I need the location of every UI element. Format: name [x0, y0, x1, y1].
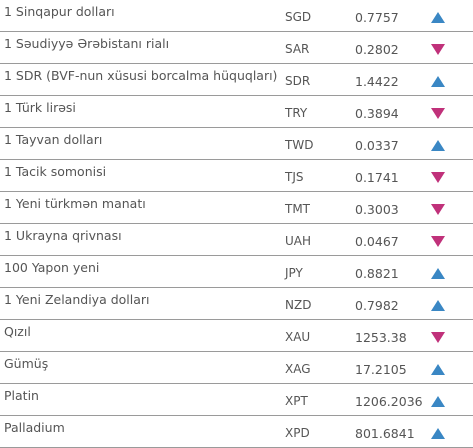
exchange-rate: 801.6841 — [355, 426, 415, 441]
exchange-rate: 0.7757 — [355, 10, 399, 25]
currency-code: XAU — [285, 330, 311, 344]
arrow-up-icon — [431, 300, 445, 311]
exchange-rate: 1253.38 — [355, 330, 407, 345]
exchange-rate: 17.2105 — [355, 362, 407, 377]
exchange-rate: 1206.2036 — [355, 394, 423, 409]
currency-name: Gümüş — [4, 356, 49, 371]
currency-code: TMT — [285, 202, 311, 216]
currency-name: 1 Səudiyyə Ərəbistanı rialı — [4, 36, 170, 51]
exchange-rate: 0.2802 — [355, 42, 399, 57]
exchange-rate: 0.1741 — [355, 170, 399, 185]
rate-row: 1 Səudiyyə Ərəbistanı rialı SAR 0.2802 — [0, 32, 473, 64]
arrow-up-icon — [431, 268, 445, 279]
arrow-down-icon — [431, 204, 445, 215]
currency-code: TWD — [285, 138, 314, 152]
exchange-rate: 0.3003 — [355, 202, 399, 217]
currency-code: XPT — [285, 394, 308, 408]
arrow-down-icon — [431, 172, 445, 183]
currency-code: XPD — [285, 426, 310, 440]
exchange-rate: 0.3894 — [355, 106, 399, 121]
rate-row: Qızıl XAU 1253.38 — [0, 320, 473, 352]
exchange-rate: 0.7982 — [355, 298, 399, 313]
exchange-rate: 1.4422 — [355, 74, 399, 89]
currency-code: NZD — [285, 298, 312, 312]
arrow-up-icon — [431, 396, 445, 407]
currency-code: JPY — [285, 266, 303, 280]
arrow-up-icon — [431, 76, 445, 87]
currency-name: 1 Tayvan dolları — [4, 132, 103, 147]
currency-name: 1 Yeni Zelandiya dolları — [4, 292, 150, 307]
currency-name: 1 Sinqapur dolları — [4, 4, 115, 19]
rate-row: 1 Yeni türkmən manatı TMT 0.3003 — [0, 192, 473, 224]
currency-name: 1 SDR (BVF-nun xüsusi borcalma hüquqları… — [4, 68, 278, 83]
rate-row: 1 Tacik somonisi TJS 0.1741 — [0, 160, 473, 192]
rate-row: 1 Tayvan dolları TWD 0.0337 — [0, 128, 473, 160]
rate-row: 1 Ukrayna qrivnası UAH 0.0467 — [0, 224, 473, 256]
currency-name: Qızıl — [4, 324, 31, 339]
arrow-down-icon — [431, 44, 445, 55]
arrow-down-icon — [431, 108, 445, 119]
exchange-rate: 0.8821 — [355, 266, 399, 281]
arrow-up-icon — [431, 12, 445, 23]
rate-row: 1 Yeni Zelandiya dolları NZD 0.7982 — [0, 288, 473, 320]
rate-row: 1 Türk lirəsi TRY 0.3894 — [0, 96, 473, 128]
currency-name: 1 Yeni türkmən manatı — [4, 196, 146, 211]
currency-name: 100 Yapon yeni — [4, 260, 100, 275]
rate-row: 1 Sinqapur dolları SGD 0.7757 — [0, 0, 473, 32]
arrow-down-icon — [431, 236, 445, 247]
arrow-up-icon — [431, 364, 445, 375]
currency-name: Palladium — [4, 420, 65, 435]
rate-row: Platin XPT 1206.2036 — [0, 384, 473, 416]
exchange-rate: 0.0337 — [355, 138, 399, 153]
arrow-up-icon — [431, 140, 445, 151]
rate-row: 1 SDR (BVF-nun xüsusi borcalma hüquqları… — [0, 64, 473, 96]
currency-name: 1 Türk lirəsi — [4, 100, 76, 115]
exchange-rate: 0.0467 — [355, 234, 399, 249]
currency-name: 1 Tacik somonisi — [4, 164, 107, 179]
currency-code: TJS — [285, 170, 304, 184]
currency-code: SGD — [285, 10, 312, 24]
currency-code: SDR — [285, 74, 311, 88]
rate-row: Palladium XPD 801.6841 — [0, 416, 473, 448]
arrow-up-icon — [431, 428, 445, 439]
currency-code: XAG — [285, 362, 311, 376]
currency-name: 1 Ukrayna qrivnası — [4, 228, 122, 243]
currency-code: UAH — [285, 234, 312, 248]
currency-code: TRY — [285, 106, 308, 120]
currency-name: Platin — [4, 388, 39, 403]
currency-code: SAR — [285, 42, 310, 56]
arrow-down-icon — [431, 332, 445, 343]
rate-row: Gümüş XAG 17.2105 — [0, 352, 473, 384]
rate-row: 100 Yapon yeni JPY 0.8821 — [0, 256, 473, 288]
